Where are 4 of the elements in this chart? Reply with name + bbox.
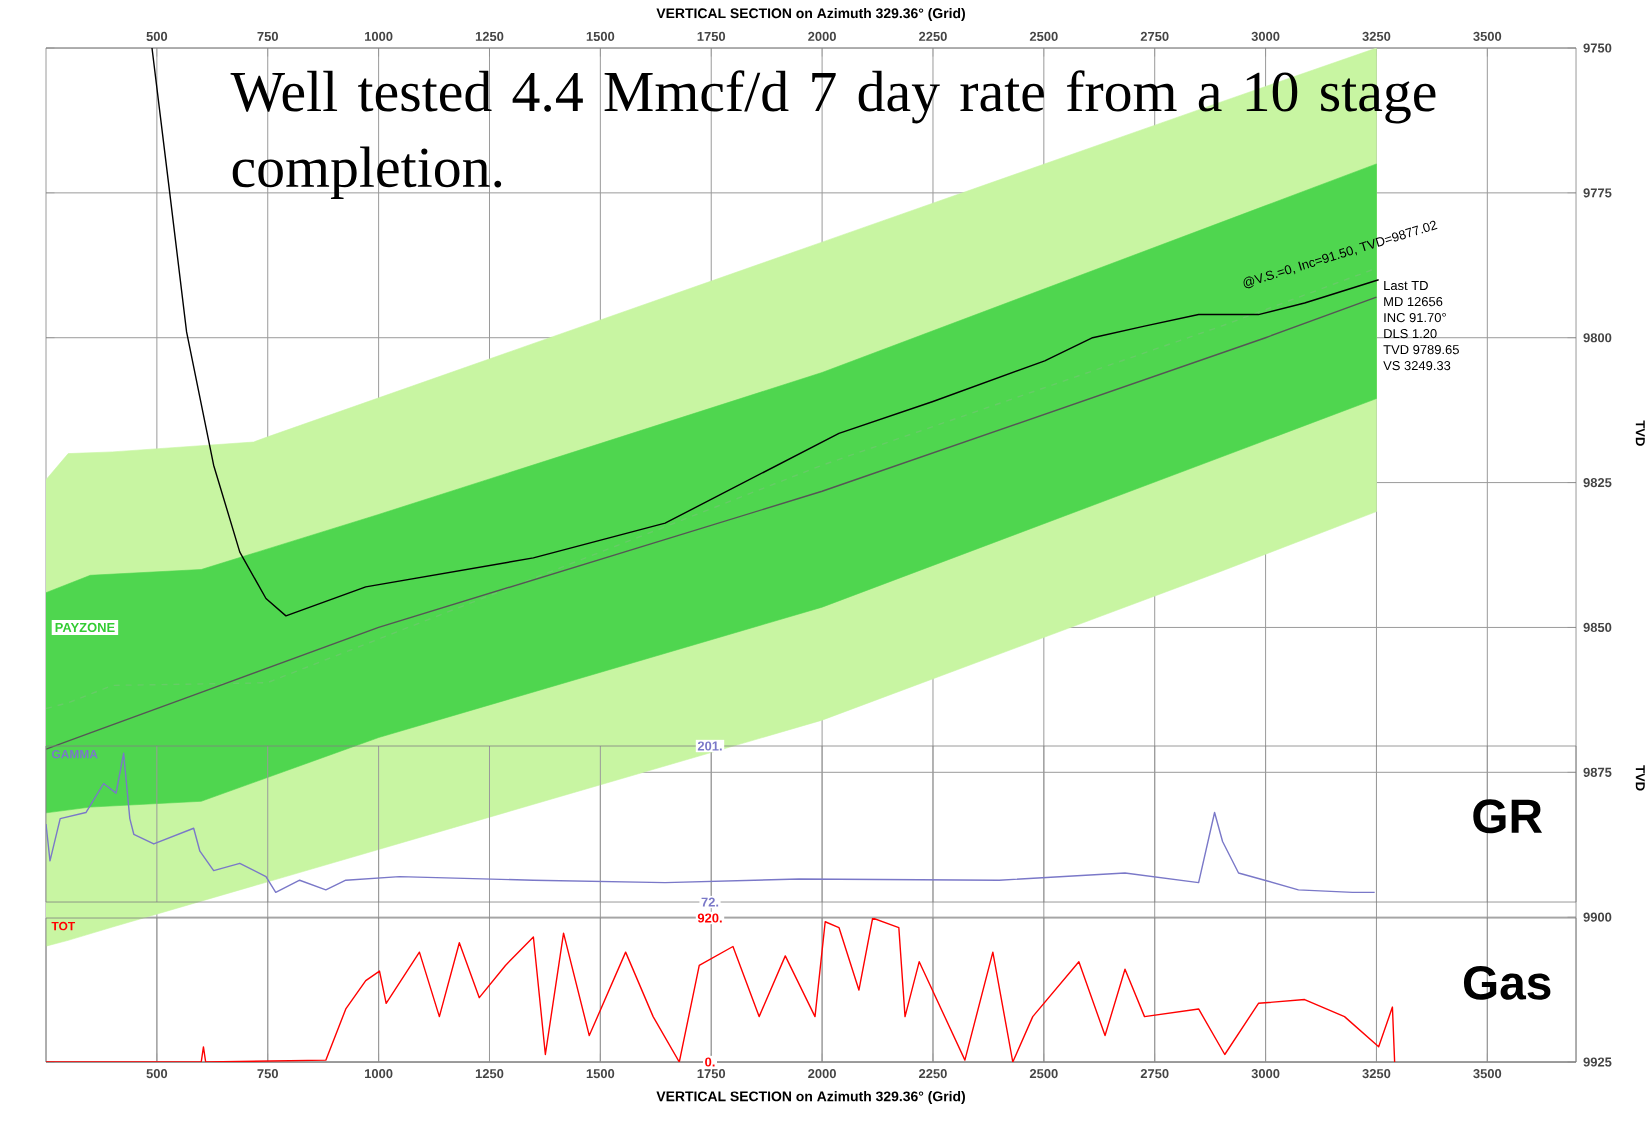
text: Gas: [1463, 965, 1551, 1000]
annotation: Well tested 4.4 Mmcf/d 7 day rate from a 10 stage completion.: [230, 70, 1436, 199]
text: GR: [1473, 799, 1543, 834]
line-series: [46, 752, 1376, 894]
